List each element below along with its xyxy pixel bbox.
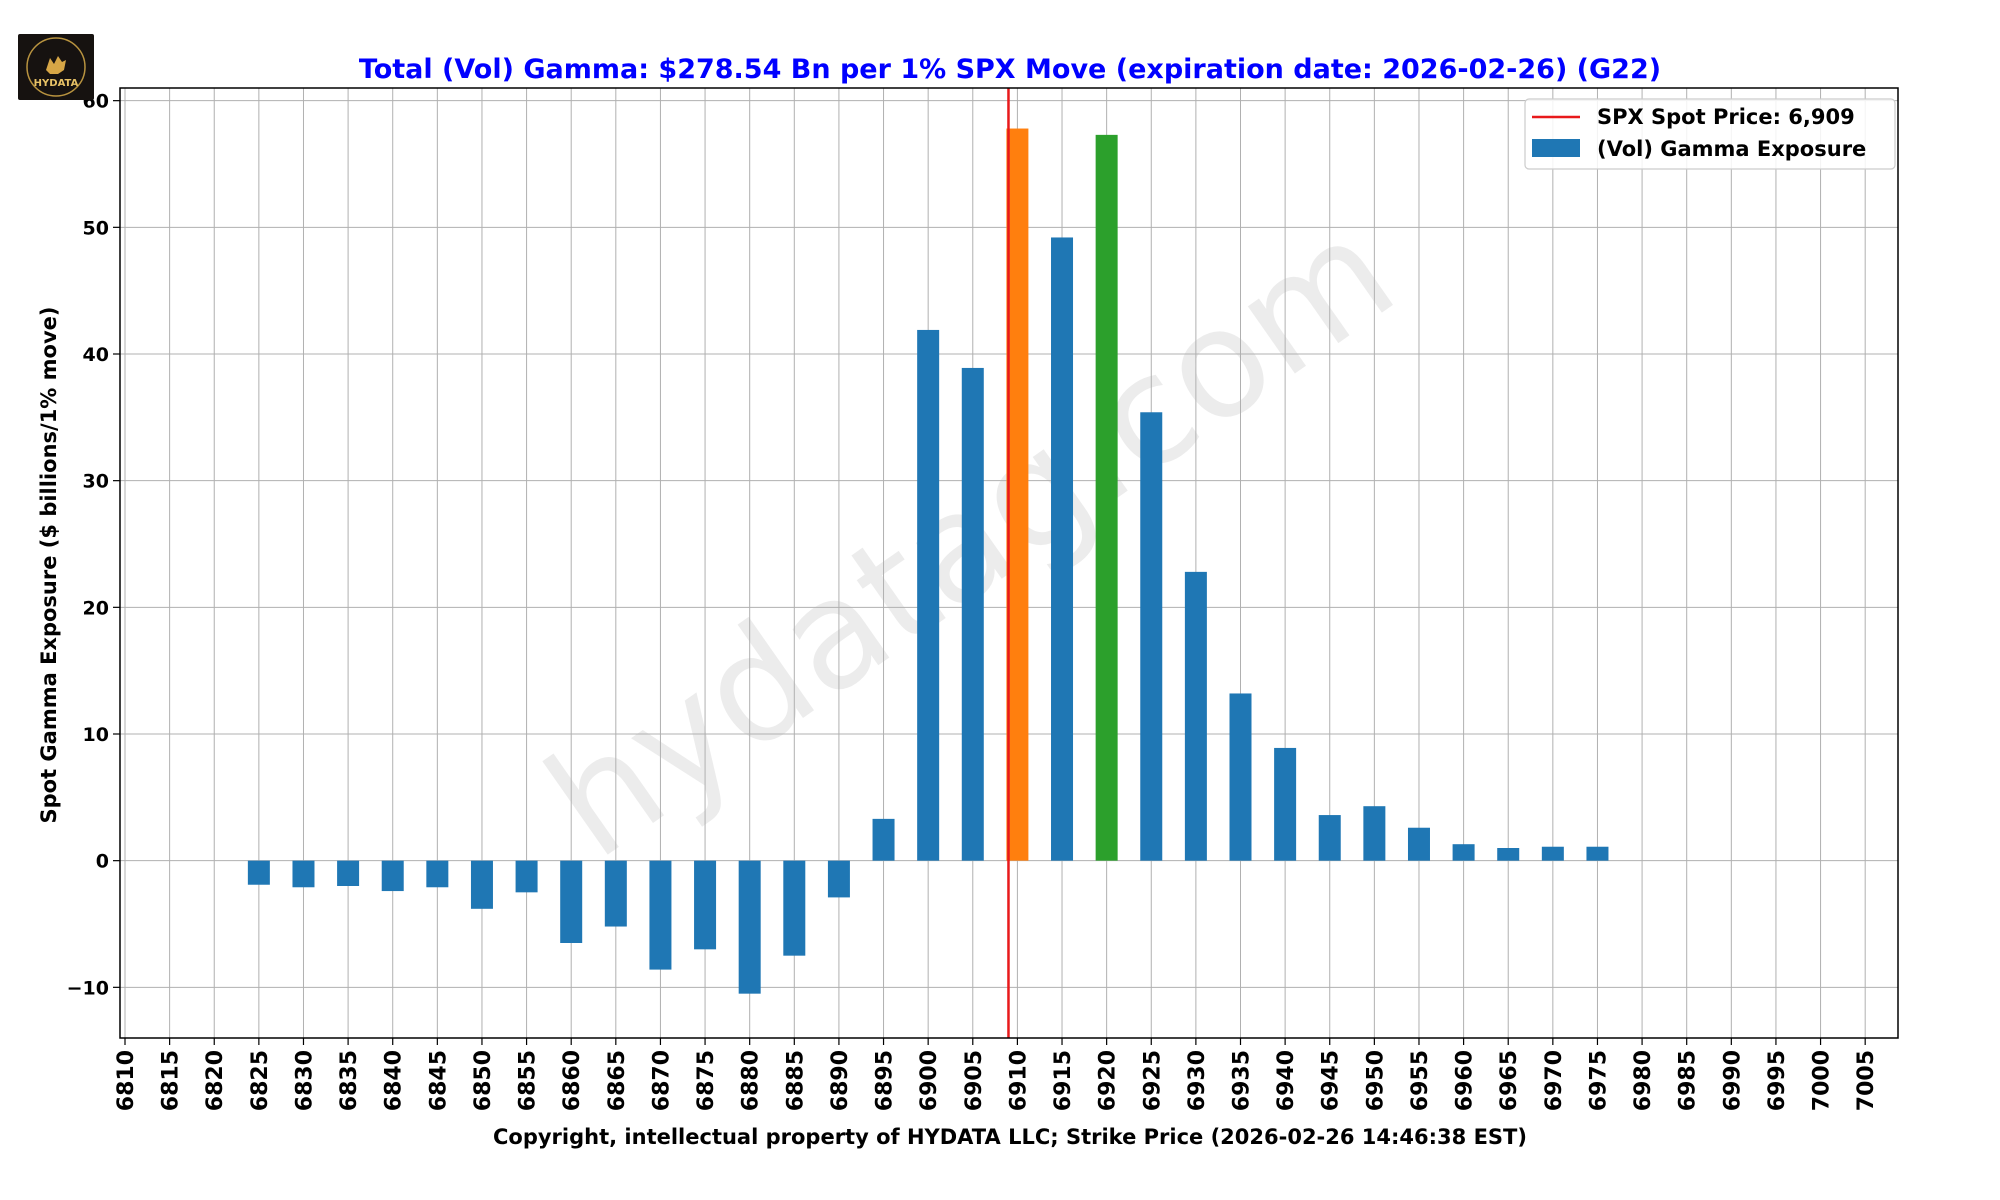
gamma-bar	[1318, 815, 1341, 861]
gamma-bar	[247, 860, 270, 885]
gamma-bar	[560, 860, 583, 943]
legend: SPX Spot Price: 6,909 (Vol) Gamma Exposu…	[1524, 98, 1896, 170]
x-tick-label: 6935	[1230, 1050, 1255, 1111]
x-tick-label: 6925	[1140, 1050, 1165, 1111]
gamma-bar	[694, 860, 717, 950]
x-tick-label: 6980	[1631, 1050, 1656, 1111]
y-tick-label: 30	[83, 471, 109, 493]
legend-spot-label: SPX Spot Price: 6,909	[1597, 105, 1855, 129]
x-tick-label: 7005	[1854, 1050, 1879, 1111]
y-tick-label: 0	[96, 851, 109, 873]
gamma-bar	[1586, 846, 1609, 861]
wolf-icon	[26, 37, 86, 97]
x-tick-label: 6865	[605, 1050, 630, 1111]
x-tick-label: 6885	[783, 1050, 808, 1111]
gamma-bar	[1229, 693, 1252, 861]
x-tick-label: 6815	[159, 1050, 184, 1111]
x-axis-label: Copyright, intellectual property of HYDA…	[493, 1125, 1527, 1149]
x-tick-label: 7000	[1810, 1050, 1835, 1111]
gamma-bar	[872, 818, 895, 861]
gamma-bar	[292, 860, 315, 888]
x-axis: 6810 6815 6820 6825 6830 6835 6840 6845 6850 6855…	[114, 1038, 1879, 1111]
x-tick-label: 6810	[114, 1050, 139, 1111]
gamma-bar-max	[1095, 134, 1118, 861]
x-tick-label: 6990	[1720, 1050, 1745, 1111]
x-tick-label: 6905	[962, 1050, 987, 1111]
x-tick-label: 6950	[1363, 1050, 1388, 1111]
gamma-bar	[827, 860, 850, 898]
x-tick-label: 6915	[1051, 1050, 1076, 1111]
y-tick-label: 10	[83, 724, 109, 746]
gamma-bar	[515, 860, 538, 893]
x-tick-label: 6970	[1542, 1050, 1567, 1111]
hydata-logo: HYDATA	[18, 34, 94, 100]
x-tick-label: 6840	[382, 1050, 407, 1111]
x-tick-label: 6875	[694, 1050, 719, 1111]
y-tick-label: −10	[67, 977, 109, 999]
x-tick-label: 6920	[1096, 1050, 1121, 1111]
x-tick-label: 6870	[649, 1050, 674, 1111]
x-tick-label: 6960	[1453, 1050, 1478, 1111]
legend-bar-swatch	[1532, 139, 1580, 157]
gamma-bar	[337, 860, 360, 886]
gamma-bar	[649, 860, 672, 970]
x-tick-label: 6835	[337, 1050, 362, 1111]
gamma-bar	[1407, 827, 1430, 861]
legend-box	[1524, 98, 1896, 170]
x-tick-label: 6880	[739, 1050, 764, 1111]
plot-frame	[119, 87, 1899, 1039]
gamma-bar-spot	[1006, 128, 1029, 861]
x-tick-label: 6945	[1319, 1050, 1344, 1111]
x-tick-label: 6855	[516, 1050, 541, 1111]
x-tick-label: 6845	[426, 1050, 451, 1111]
gamma-bar	[783, 860, 806, 956]
x-tick-label: 6940	[1274, 1050, 1299, 1111]
gamma-bar	[1140, 412, 1163, 861]
gamma-bar	[381, 860, 404, 892]
x-tick-label: 6930	[1185, 1050, 1210, 1111]
x-tick-label: 6825	[248, 1050, 273, 1111]
x-tick-label: 6860	[560, 1050, 585, 1111]
gamma-bar	[1363, 806, 1386, 861]
bars	[247, 128, 1609, 994]
gamma-bar	[1452, 844, 1475, 861]
x-tick-label: 6910	[1006, 1050, 1031, 1111]
x-tick-label: 6975	[1586, 1050, 1611, 1111]
gamma-bar	[426, 860, 449, 888]
y-tick-label: 40	[83, 344, 109, 366]
logo-text: HYDATA	[33, 78, 79, 89]
gamma-bar	[738, 860, 761, 994]
x-tick-label: 6890	[828, 1050, 853, 1111]
legend-bar-label: (Vol) Gamma Exposure	[1597, 137, 1866, 161]
x-tick-label: 6900	[917, 1050, 942, 1111]
x-tick-label: 6995	[1765, 1050, 1790, 1111]
gamma-bar	[961, 367, 984, 861]
gamma-bar	[1184, 571, 1207, 861]
x-tick-label: 6820	[203, 1050, 228, 1111]
x-tick-label: 6850	[471, 1050, 496, 1111]
x-tick-label: 6955	[1408, 1050, 1433, 1111]
gamma-bar	[1541, 846, 1564, 861]
gamma-bar	[470, 860, 493, 909]
x-tick-label: 6830	[292, 1050, 317, 1111]
gamma-bar	[1497, 848, 1520, 861]
x-tick-label: 6965	[1497, 1050, 1522, 1111]
y-tick-label: 50	[83, 217, 109, 239]
gamma-bar	[1274, 747, 1297, 861]
gamma-bar	[917, 329, 940, 861]
gamma-bar	[604, 860, 627, 927]
x-tick-label: 6895	[873, 1050, 898, 1111]
x-tick-label: 6985	[1676, 1050, 1701, 1111]
y-axis-label: Spot Gamma Exposure ($ billions/1% move)	[37, 307, 61, 824]
gamma-bar	[1051, 237, 1074, 861]
chart-title: Total (Vol) Gamma: $278.54 Bn per 1% SPX…	[359, 54, 1661, 85]
y-tick-label: 20	[83, 597, 109, 619]
